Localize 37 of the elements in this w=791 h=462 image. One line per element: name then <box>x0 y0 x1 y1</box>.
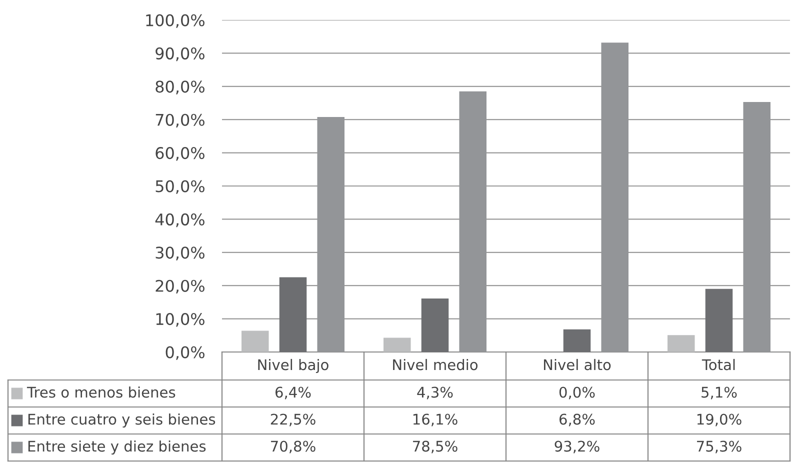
data-label: 5,1% <box>702 386 737 400</box>
y-tick-label: 20,0% <box>156 280 204 294</box>
y-tick-label: 10,0% <box>156 313 204 327</box>
y-tick-label: 60,0% <box>156 147 204 161</box>
legend-label: Entre cuatro y seis bienes <box>28 413 216 428</box>
bar <box>668 335 695 352</box>
data-label: 93,2% <box>554 440 600 454</box>
x-tick-label: Total <box>702 358 735 370</box>
x-tick-label: Nivel medio <box>393 358 478 370</box>
y-tick-label: 40,0% <box>155 213 204 228</box>
data-label: 16,1% <box>413 414 458 426</box>
bar <box>242 330 269 352</box>
y-tick-label: 90,0% <box>156 47 204 62</box>
data-label: 70,8% <box>271 440 316 454</box>
data-label: 75,3% <box>697 440 742 454</box>
data-label: 22,5% <box>270 414 316 426</box>
bar <box>563 329 591 352</box>
data-label: 6,8% <box>559 414 595 426</box>
data-label: 0,0% <box>559 386 595 400</box>
legend-label: Tres o menos bienes <box>26 386 176 398</box>
x-tick-label: Nivel bajo <box>258 358 328 374</box>
y-tick-label: 0,0% <box>166 346 204 360</box>
y-tick-label: 100,0% <box>146 14 204 28</box>
bar <box>705 288 733 352</box>
bar <box>384 338 411 352</box>
y-tick-label: 50,0% <box>156 180 204 194</box>
bar <box>279 277 307 352</box>
legend-label: Entre siete y diez bienes <box>28 440 206 455</box>
x-tick-label: Nivel alto <box>544 358 611 370</box>
y-tick-label: 70,0% <box>156 114 204 128</box>
y-tick-label: 30,0% <box>156 246 204 260</box>
data-label: 6,4% <box>275 386 311 400</box>
bar <box>421 298 449 352</box>
data-label: 4,3% <box>417 386 453 400</box>
data-label: 19,0% <box>697 414 742 426</box>
y-tick-label: 80,0% <box>156 80 204 94</box>
data-label: 78,5% <box>413 440 458 454</box>
